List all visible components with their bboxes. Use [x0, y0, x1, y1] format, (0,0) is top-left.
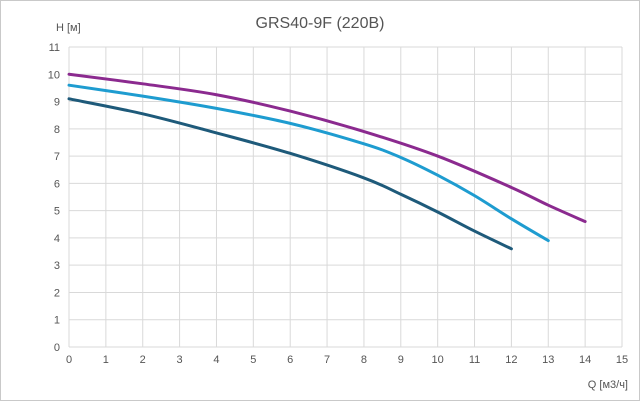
- x-tick-label: 12: [505, 354, 517, 366]
- y-tick-label: 6: [54, 178, 60, 190]
- y-tick-label: 10: [48, 69, 60, 81]
- x-tick-label: 10: [432, 354, 444, 366]
- x-tick-label: 9: [398, 354, 404, 366]
- y-tick-label: 7: [54, 151, 60, 163]
- y-tick-label: 11: [49, 42, 60, 54]
- x-tick-label: 14: [579, 354, 591, 366]
- x-tick-label: 8: [361, 354, 367, 366]
- x-tick-labels: 0 1 2 3 4 5 6 7 8 9 10 11 12 13 14 15: [66, 354, 628, 366]
- y-tick-label: 1: [54, 315, 60, 327]
- x-tick-label: 5: [250, 354, 256, 366]
- series-line-1: [67, 72, 587, 224]
- y-tick-labels: 0 1 2 3 4 5 6 7 8 9 10 11: [48, 42, 60, 354]
- y-tick-label: 5: [54, 206, 60, 218]
- y-axis-label: H [м]: [56, 22, 81, 34]
- x-tick-label: 2: [140, 354, 146, 366]
- series-line-3: [67, 97, 513, 251]
- x-axis-label: Q [м3/ч]: [588, 379, 628, 391]
- chart-title: GRS40-9F (220В): [256, 15, 385, 32]
- x-tick-label: 4: [213, 354, 219, 366]
- y-tick-label: 0: [54, 342, 60, 354]
- y-tick-label: 9: [54, 97, 60, 109]
- y-tick-label: 4: [54, 233, 60, 245]
- x-tick-label: 13: [542, 354, 554, 366]
- grid: [68, 46, 623, 348]
- x-tick-label: 15: [616, 354, 628, 366]
- x-tick-label: 1: [103, 354, 109, 366]
- x-tick-label: 7: [324, 354, 330, 366]
- series-line-2: [67, 83, 550, 243]
- series-lines: [67, 72, 587, 251]
- x-tick-label: 6: [287, 354, 293, 366]
- y-tick-label: 3: [54, 260, 60, 272]
- y-tick-label: 2: [54, 287, 60, 299]
- x-tick-label: 3: [177, 354, 183, 366]
- y-tick-label: 8: [54, 124, 60, 136]
- x-tick-label: 0: [66, 354, 72, 366]
- x-tick-label: 11: [469, 354, 480, 366]
